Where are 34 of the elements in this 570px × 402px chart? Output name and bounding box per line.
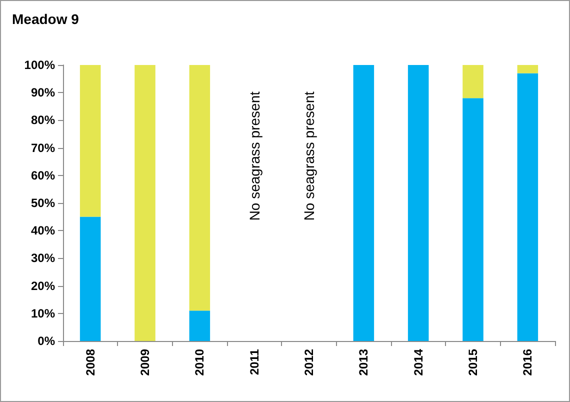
bar: [408, 65, 429, 341]
chart-title: Meadow 9: [12, 11, 80, 27]
x-tick-label: 2015: [466, 348, 480, 376]
bar: [134, 65, 156, 341]
x-tick-label: 2012: [302, 348, 316, 376]
x-tick-label: 2013: [356, 348, 371, 376]
y-tick-label: 30%: [30, 251, 56, 266]
bar: [462, 98, 484, 341]
x-tick-label: 2010: [192, 348, 207, 376]
bar: [80, 65, 101, 217]
y-tick-label: 40%: [30, 224, 56, 238]
y-tick-label: 100%: [24, 58, 56, 72]
y-tick-label: 60%: [30, 168, 56, 182]
x-tick-label: 2009: [138, 348, 152, 376]
y-tick-label: 80%: [30, 113, 56, 128]
x-tick-label: 2008: [83, 348, 98, 376]
bar: [353, 65, 374, 341]
y-tick-label: 70%: [30, 140, 56, 155]
bar: [462, 65, 484, 98]
bar: [517, 73, 538, 341]
y-tick-label: 20%: [30, 278, 56, 293]
y-tick-label: 0%: [38, 334, 56, 348]
x-tick-label: 2014: [411, 348, 426, 376]
annotation: No seagrass present: [301, 91, 317, 221]
y-tick-label: 50%: [30, 196, 56, 210]
bar: [189, 310, 210, 341]
x-tick-label: 2016: [520, 348, 535, 376]
bar: [80, 216, 101, 341]
x-tick-label: 2011: [247, 348, 262, 376]
bar: [189, 65, 210, 311]
y-tick-label: 90%: [30, 86, 56, 100]
annotation: No seagrass present: [246, 91, 262, 221]
bar: [517, 65, 538, 74]
y-tick-label: 10%: [30, 306, 56, 320]
